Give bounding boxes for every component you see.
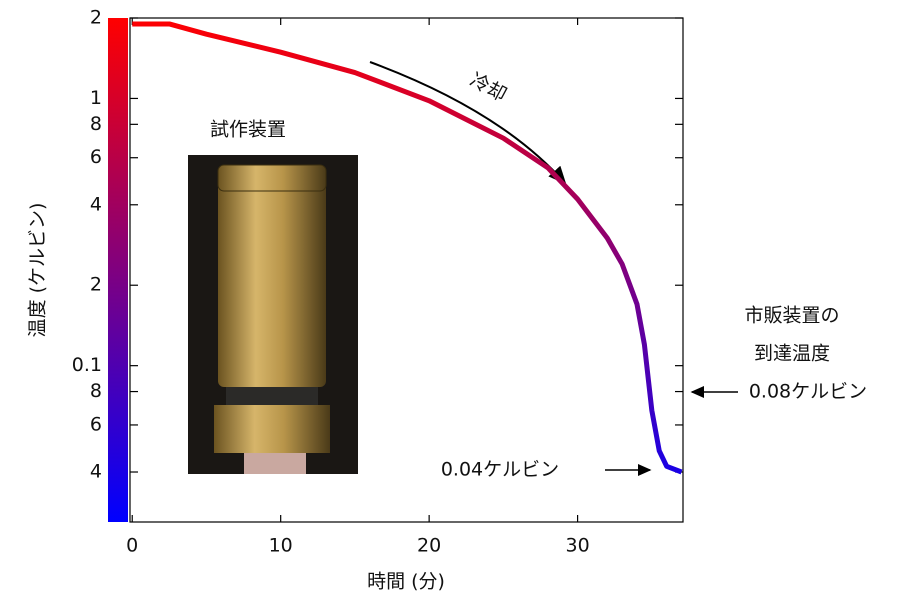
x-tick-label: 10 [269, 535, 293, 557]
y-tick-label: 0.1 [72, 354, 102, 376]
annotation: 0.08ケルビン [749, 381, 867, 403]
y-tick-label: 1 [90, 87, 102, 109]
annotation: 0.04ケルビン [441, 459, 559, 481]
y-tick-label: 8 [90, 113, 102, 135]
y-tick-label: 2 [90, 7, 102, 29]
plot-frame [129, 17, 684, 523]
temperature-line [132, 21, 683, 475]
y-tick-label: 6 [90, 146, 102, 168]
y-axis-label: 温度 (ケルビン) [27, 203, 49, 338]
y-tick-label: 4 [90, 461, 102, 483]
x-tick-label: 30 [566, 535, 590, 557]
annotation: 到達温度 [754, 343, 830, 365]
y-tick-label: 6 [90, 413, 102, 435]
x-tick-label: 0 [126, 535, 138, 557]
photo-inset [188, 155, 358, 474]
annotation: 冷却 [466, 69, 510, 106]
x-tick-label: 20 [417, 535, 441, 557]
x-axis-label: 時間 (分) [367, 571, 445, 593]
annotation: 試作装置 [210, 119, 286, 141]
y-tick-label: 2 [90, 274, 102, 296]
annotation: 市販装置の [744, 305, 839, 327]
y-tick-label: 4 [90, 193, 102, 215]
colorbar [108, 18, 128, 522]
y-tick-label: 8 [90, 380, 102, 402]
